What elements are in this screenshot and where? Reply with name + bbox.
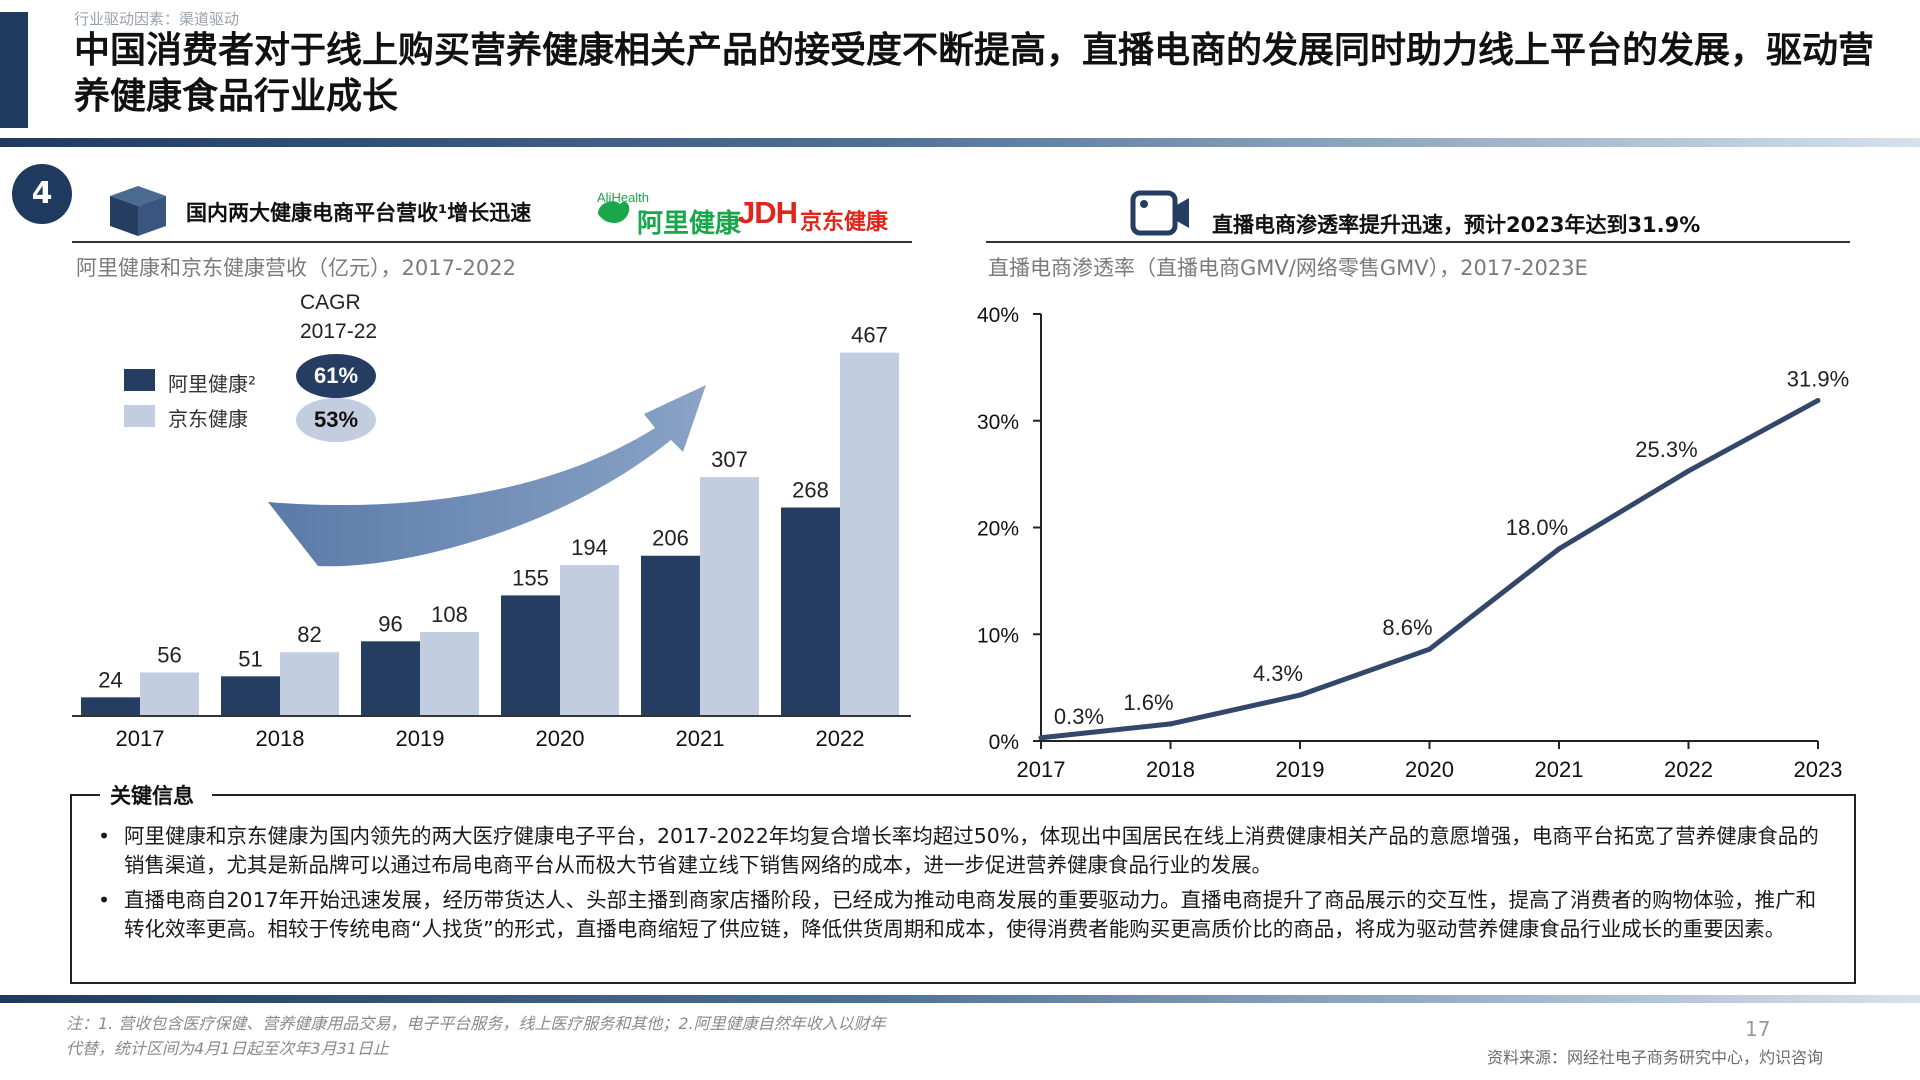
bar-2018-jdhealth (280, 652, 339, 716)
penetration-value-label: 31.9% (1787, 366, 1849, 391)
line-y-tick-label: 40% (977, 304, 1019, 327)
alihealth-logo-en: AliHealth (597, 190, 650, 205)
left-heading-rule (72, 241, 912, 243)
bar-x-tick-label: 2021 (676, 726, 725, 751)
bar-2019-alihealth (361, 641, 420, 716)
penetration-series-line (1040, 398, 1820, 741)
box-icon (110, 186, 166, 236)
penetration-point (1038, 735, 1044, 741)
key-info-box (70, 794, 1856, 984)
bar-2017-alihealth (81, 697, 140, 716)
penetration-line-chart: 0% 10% 20% 30% 40% 2017 2018 2019 2020 2021 2022 20… (977, 304, 1849, 782)
bar-2020-alihealth (501, 595, 560, 716)
bar-2018-alihealth (221, 676, 280, 716)
alihealth-logo-icon (598, 201, 630, 224)
bar-x-tick-label: 2020 (536, 726, 585, 751)
section-number-badge: 4 (12, 164, 72, 224)
bar-value-label: 307 (711, 447, 748, 472)
source-note: 资料来源：网经社电子商务研究中心，灼识咨询 (1487, 1048, 1824, 1067)
bar-value-label: 96 (378, 611, 402, 636)
line-y-tick-label: 30% (977, 411, 1019, 434)
right-chart-caption: 直播电商渗透率（直播电商GMV/网络零售GMV），2017-2023E (988, 256, 1588, 280)
penetration-point (1815, 397, 1821, 403)
bar-x-tick-label: 2022 (816, 726, 865, 751)
right-heading: 直播电商渗透率提升迅速，预计2023年达到31.9% (1212, 213, 1701, 237)
bar-value-label: 108 (431, 602, 468, 627)
bar-value-label: 24 (98, 667, 122, 692)
bar-2019-jdhealth (420, 631, 479, 716)
bar-2022-jdhealth (840, 352, 899, 716)
title-accent-bar (0, 12, 28, 128)
key-info-bullets: 阿里健康和京东健康为国内领先的两大医疗健康电子平台，2017-2022年均复合增… (94, 822, 1834, 950)
left-chart-caption: 阿里健康和京东健康营收（亿元），2017-2022 (76, 256, 516, 280)
line-x-tick-label: 2019 (1276, 757, 1325, 782)
penetration-value-label: 8.6% (1382, 615, 1432, 640)
line-x-tick-label: 2023 (1794, 757, 1843, 782)
key-info-bullet-2: 直播电商自2017年开始迅速发展，经历带货达人、头部主播到商家店播阶段，已经成为… (94, 886, 1834, 944)
legend-label-jdhealth: 京东健康 (168, 407, 248, 431)
line-x-tick-label: 2020 (1405, 757, 1454, 782)
header-divider (0, 138, 1920, 147)
revenue-bar-chart: 24 56 2017 51 82 2018 96 108 2019 155 194 2020 206 30… (72, 323, 911, 751)
bar-value-label: 206 (652, 526, 689, 551)
left-heading: 国内两大健康电商平台营收¹增长迅速 (186, 201, 532, 225)
bar-x-tick-label: 2019 (396, 726, 445, 751)
right-heading-rule (986, 241, 1850, 243)
page-title: 中国消费者对于线上购买营养健康相关产品的接受度不断提高，直播电商的发展同时助力线… (74, 30, 1875, 117)
footer-divider (0, 995, 1920, 1003)
penetration-point (1556, 546, 1562, 552)
line-y-tick-label: 20% (977, 518, 1019, 541)
jdh-logo-en: JDH (738, 195, 798, 230)
line-x-tick-label: 2022 (1664, 757, 1713, 782)
penetration-value-label: 25.3% (1635, 437, 1697, 462)
line-x-tick-label: 2017 (1017, 757, 1066, 782)
bar-2022-alihealth (781, 507, 840, 716)
growth-arrow-icon (268, 385, 706, 567)
line-y-tick-label: 0% (989, 731, 1019, 754)
penetration-value-label: 0.3% (1054, 704, 1104, 729)
penetration-point (1686, 468, 1691, 474)
cagr-pill-jdhealth: 53% (296, 398, 376, 442)
alihealth-logo-cn: 阿里健康 (637, 209, 742, 239)
cagr-label: CAGR 2017-22 (300, 288, 377, 346)
legend-label-alihealth: 阿里健康² (168, 372, 257, 396)
bar-value-label: 56 (157, 642, 181, 667)
penetration-point (1427, 646, 1432, 652)
page-number: 17 (1745, 1017, 1771, 1041)
footnote: 注：1. 营收包含医疗保健、营养健康用品交易，电子平台服务，线上医疗服务和其他；… (66, 1014, 886, 1058)
breadcrumb: 行业驱动因素：渠道驱动 (74, 10, 240, 28)
bar-value-label: 194 (571, 535, 608, 560)
penetration-point (1168, 721, 1173, 727)
bar-2020-jdhealth (560, 565, 619, 716)
penetration-value-label: 4.3% (1253, 661, 1303, 686)
penetration-value-label: 18.0% (1506, 515, 1568, 540)
video-camera-icon (1130, 190, 1189, 236)
key-info-title: 关键信息 (100, 780, 212, 810)
cagr-pill-alihealth: 61% (296, 354, 376, 398)
legend-swatch-alihealth (124, 369, 155, 391)
bar-value-label: 155 (512, 565, 549, 590)
penetration-point (1297, 692, 1303, 698)
line-y-tick-label: 10% (977, 624, 1019, 647)
bar-2021-alihealth (641, 555, 700, 716)
bar-value-label: 51 (238, 646, 262, 671)
bar-x-tick-label: 2017 (116, 726, 165, 751)
jdh-logo-cn: 京东健康 (800, 210, 889, 235)
legend-swatch-jdhealth (124, 405, 155, 427)
line-x-tick-label: 2018 (1146, 757, 1195, 782)
bar-2017-jdhealth (140, 672, 199, 716)
cagr-label-line1: CAGR (300, 291, 361, 314)
bar-x-tick-label: 2018 (256, 726, 305, 751)
bar-value-label: 268 (792, 477, 829, 502)
bar-value-label: 82 (297, 622, 321, 647)
bar-value-label: 467 (851, 323, 888, 348)
key-info-bullet-1: 阿里健康和京东健康为国内领先的两大医疗健康电子平台，2017-2022年均复合增… (94, 822, 1834, 880)
penetration-value-label: 1.6% (1123, 690, 1173, 715)
cagr-label-line2: 2017-22 (300, 320, 378, 343)
bar-2021-jdhealth (700, 477, 759, 716)
line-x-tick-label: 2021 (1535, 757, 1584, 782)
